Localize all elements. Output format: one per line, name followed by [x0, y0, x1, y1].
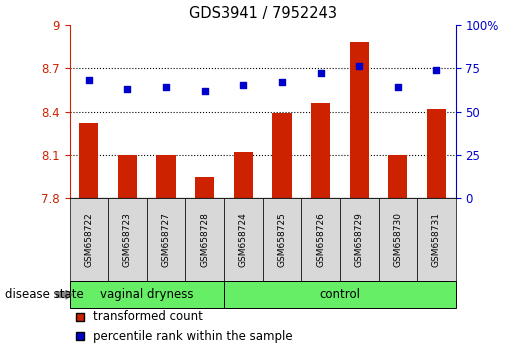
Text: GSM658723: GSM658723 — [123, 212, 132, 267]
Point — [239, 82, 247, 88]
Text: GSM658731: GSM658731 — [432, 212, 441, 267]
Point — [316, 70, 324, 76]
Text: control: control — [319, 288, 360, 301]
Text: GSM658726: GSM658726 — [316, 212, 325, 267]
Bar — [311, 103, 330, 198]
Bar — [118, 155, 137, 198]
Point — [124, 86, 132, 92]
Text: GSM658729: GSM658729 — [355, 212, 364, 267]
Text: percentile rank within the sample: percentile rank within the sample — [93, 330, 293, 343]
Text: GSM658730: GSM658730 — [393, 212, 402, 267]
Text: GSM658722: GSM658722 — [84, 212, 93, 267]
Bar — [388, 155, 407, 198]
Bar — [272, 113, 291, 198]
Point — [84, 78, 93, 83]
Point — [278, 79, 286, 85]
Text: GSM658725: GSM658725 — [278, 212, 286, 267]
Point — [201, 88, 209, 93]
Title: GDS3941 / 7952243: GDS3941 / 7952243 — [188, 6, 337, 21]
Text: disease state: disease state — [5, 288, 84, 301]
Bar — [350, 42, 369, 198]
Point — [355, 64, 363, 69]
Point — [432, 67, 440, 73]
Bar — [427, 109, 446, 198]
Bar — [234, 152, 253, 198]
Point — [162, 84, 170, 90]
Point — [393, 84, 402, 90]
Text: GSM658724: GSM658724 — [239, 212, 248, 267]
Bar — [79, 123, 98, 198]
Text: GSM658727: GSM658727 — [162, 212, 170, 267]
Bar — [195, 177, 214, 198]
Text: vaginal dryness: vaginal dryness — [100, 288, 194, 301]
Text: GSM658728: GSM658728 — [200, 212, 209, 267]
Text: transformed count: transformed count — [93, 310, 202, 323]
Bar — [157, 155, 176, 198]
